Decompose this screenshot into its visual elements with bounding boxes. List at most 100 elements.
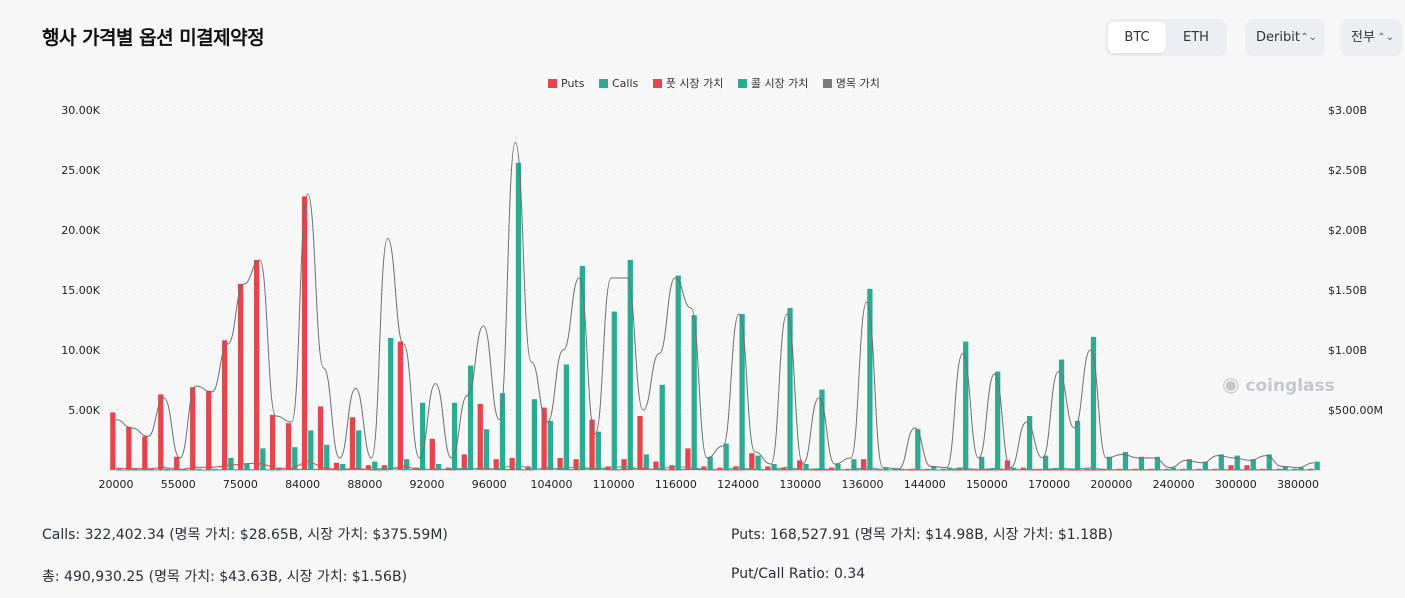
y-right-tick-label: $3.00B — [1328, 104, 1367, 117]
put-bar — [1228, 465, 1234, 470]
call-bar — [356, 430, 362, 470]
call-bar — [308, 430, 314, 470]
legend-swatch — [737, 79, 747, 88]
put-bar — [988, 468, 995, 470]
legend-item-puts[interactable]: Puts — [548, 77, 584, 90]
call-bar — [1234, 455, 1240, 470]
call-bar — [1154, 456, 1161, 470]
tab-eth[interactable]: ETH — [1183, 30, 1209, 45]
y-left-tick-label: 30.00K — [61, 104, 100, 117]
call-bar — [1074, 420, 1081, 470]
legend-swatch — [548, 79, 557, 88]
exchange-select-label: Deribit — [1256, 30, 1300, 45]
call-bar — [212, 468, 218, 470]
call-bar — [1106, 456, 1113, 470]
put-bar — [749, 453, 755, 470]
coinglass-watermark: ◉ coinglass — [1222, 372, 1335, 396]
call-bar — [404, 459, 410, 470]
call-bar — [787, 308, 793, 470]
legend-label: Calls — [611, 77, 639, 90]
call-bar — [1314, 461, 1320, 470]
call-bar — [579, 266, 585, 470]
y-left-tick-label: 15.00K — [61, 284, 100, 297]
call-bar — [1058, 359, 1065, 470]
legend-item-calls[interactable]: Calls — [598, 77, 639, 90]
y-right-tick-label: $1.50B — [1328, 284, 1367, 297]
call-bar — [531, 399, 538, 470]
put-bar — [956, 467, 963, 470]
call-bar — [244, 464, 250, 470]
call-bar — [707, 456, 713, 470]
put-bar — [142, 436, 148, 470]
put-bar — [381, 465, 388, 470]
tab-btc[interactable]: BTC — [1108, 22, 1166, 53]
legend-item-put-market-value[interactable]: 풋 시장 가치 — [652, 75, 724, 91]
x-tick-label: 150000 — [966, 478, 1008, 491]
x-tick-label: 55000 — [161, 478, 196, 491]
put-bar — [573, 459, 579, 470]
legend-item-notional-value[interactable]: 명목 가치 — [822, 75, 880, 91]
call-bar — [116, 468, 122, 470]
x-tick-label: 96000 — [472, 478, 507, 491]
put-bar — [621, 459, 627, 470]
chevron-updown-icon: ⌃⌄ — [1300, 32, 1317, 43]
call-bar — [499, 393, 506, 470]
put-bar — [365, 465, 372, 470]
x-tick-label: 88000 — [347, 478, 382, 491]
chevron-updown-icon: ⌃⌄ — [1377, 32, 1394, 43]
x-tick-label: 170000 — [1028, 478, 1070, 491]
call-bar — [1011, 467, 1017, 470]
put-bar — [829, 467, 835, 470]
exchange-select[interactable]: Deribit ⌃⌄ — [1245, 19, 1325, 56]
x-tick-label: 136000 — [842, 478, 884, 491]
call-bar — [1170, 467, 1177, 470]
call-bar — [340, 464, 346, 470]
y-right-tick-label: $1.00B — [1328, 344, 1367, 357]
call-bar — [1122, 452, 1129, 470]
call-bar — [388, 338, 394, 470]
x-tick-label: 130000 — [779, 478, 821, 491]
call-bar — [324, 444, 330, 470]
call-bar — [260, 448, 266, 470]
put-bar — [349, 417, 356, 470]
x-tick-label: 116000 — [655, 478, 697, 491]
put-bar — [1084, 468, 1090, 470]
legend-label: Puts — [561, 77, 585, 90]
y-left-tick-label: 20.00K — [61, 224, 100, 237]
call-bar — [595, 431, 601, 470]
call-bar — [643, 454, 649, 470]
put-bar — [509, 458, 515, 470]
legend-swatch — [598, 79, 608, 88]
call-bar — [915, 429, 921, 470]
call-bar — [883, 467, 889, 470]
puts-summary: Puts: 168,527.91 (명목 가치: $14.98B, 시장 가치:… — [731, 527, 1114, 543]
call-bar — [1138, 456, 1145, 470]
call-bar — [563, 364, 570, 470]
put-bar — [653, 461, 659, 470]
legend-item-call-market-value[interactable]: 콜 시장 가치 — [737, 75, 808, 91]
call-bar — [1042, 455, 1049, 470]
x-tick-label: 200000 — [1090, 478, 1132, 491]
put-bar — [253, 260, 260, 470]
put-bar — [1004, 460, 1011, 470]
put-bar — [174, 456, 180, 470]
call-bar — [995, 371, 1001, 470]
notional-value-line — [115, 141, 1315, 470]
put-bar — [110, 412, 116, 470]
put-bar — [397, 341, 404, 470]
put-bar — [701, 466, 707, 470]
x-tick-label: 92000 — [410, 478, 445, 491]
call-bar — [963, 341, 969, 470]
legend-swatch — [652, 79, 662, 88]
legend-label: 풋 시장 가치 — [665, 77, 724, 90]
put-bar — [797, 460, 803, 470]
put-bar — [1276, 468, 1282, 470]
x-tick-label: 20000 — [99, 478, 134, 491]
call-bar — [611, 311, 617, 470]
call-bar — [1266, 454, 1272, 470]
call-bar — [451, 402, 458, 470]
call-bar — [435, 464, 442, 470]
expiry-select[interactable]: 전부 ⌃⌄ — [1340, 19, 1402, 56]
put-bar — [206, 390, 212, 470]
x-tick-label: 240000 — [1153, 478, 1195, 491]
